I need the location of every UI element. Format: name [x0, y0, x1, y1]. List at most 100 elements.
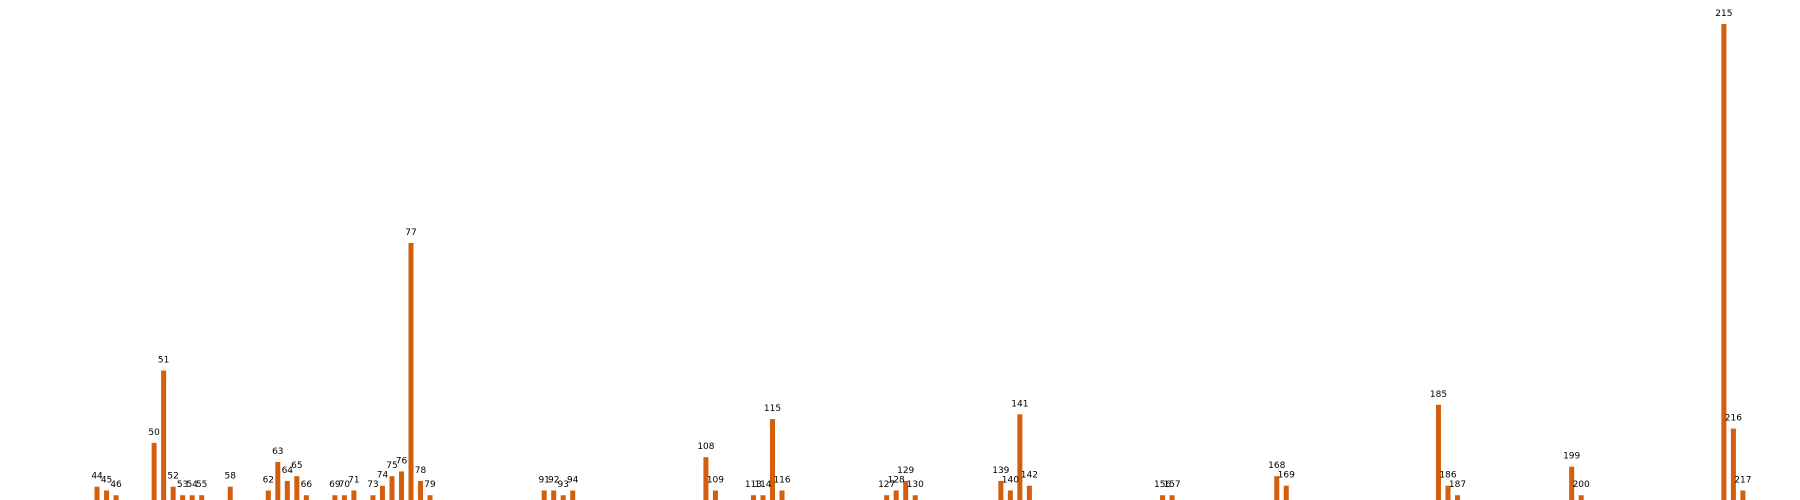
bar-label-140: 140 [1002, 475, 1019, 485]
bar-label-66: 66 [301, 480, 313, 490]
bar-55 [199, 495, 205, 500]
bar-58 [227, 486, 233, 500]
bar-114 [760, 495, 766, 500]
bar-140 [1007, 490, 1013, 500]
bar-label-63: 63 [272, 447, 283, 457]
bar-215 [1721, 24, 1727, 500]
bar-label-64: 64 [282, 466, 294, 476]
bar-label-186: 186 [1439, 471, 1456, 481]
bar-139 [998, 480, 1004, 500]
bar-217 [1740, 490, 1746, 500]
bar-53 [180, 495, 186, 500]
bar-75 [389, 476, 395, 500]
bar-62 [265, 490, 271, 500]
bar-label-115: 115 [764, 404, 781, 414]
bar-label-45: 45 [101, 475, 112, 485]
bar-128 [893, 490, 899, 500]
bar-label-114: 114 [754, 480, 771, 490]
bar-label-52: 52 [167, 472, 178, 482]
bar-79 [427, 495, 433, 500]
bar-label-139: 139 [992, 466, 1009, 476]
bar-label-62: 62 [263, 475, 274, 485]
bar-label-51: 51 [158, 356, 169, 366]
bar-label-74: 74 [377, 471, 389, 481]
bar-label-79: 79 [424, 480, 436, 490]
bar-64 [284, 480, 290, 500]
bar-label-128: 128 [888, 475, 905, 485]
bar-108 [703, 457, 709, 500]
bar-156 [1160, 495, 1166, 500]
bar-71 [351, 490, 357, 500]
bar-113 [750, 495, 756, 500]
bar-185 [1435, 404, 1441, 500]
bar-46 [113, 495, 119, 500]
bar-69 [332, 495, 338, 500]
bar-76 [398, 471, 404, 500]
bar-74 [379, 485, 385, 500]
bar-216 [1730, 428, 1736, 500]
bar-93 [560, 495, 566, 500]
bar-127 [884, 495, 890, 500]
bar-109 [712, 490, 718, 500]
bar-label-54: 54 [186, 480, 198, 490]
bar-label-73: 73 [367, 480, 378, 490]
bar-label-55: 55 [196, 480, 207, 490]
bar-label-185: 185 [1430, 390, 1447, 400]
bar-200 [1578, 495, 1584, 500]
bar-label-46: 46 [110, 480, 122, 490]
bar-label-94: 94 [567, 475, 579, 485]
bar-label-69: 69 [329, 480, 341, 490]
bar-label-71: 71 [348, 475, 359, 485]
bar-label-77: 77 [405, 228, 416, 238]
bar-54 [189, 495, 195, 500]
bar-label-50: 50 [148, 428, 160, 438]
bar-label-91: 91 [538, 475, 549, 485]
bar-label-44: 44 [91, 472, 103, 482]
bar-45 [104, 490, 110, 500]
bar-label-169: 169 [1278, 471, 1295, 481]
bar-70 [341, 495, 347, 500]
bar-73 [370, 495, 376, 500]
bar-77 [408, 242, 414, 500]
bars-layer [94, 24, 1746, 500]
bar-label-187: 187 [1449, 480, 1466, 490]
bar-label-130: 130 [907, 480, 924, 490]
bar-label-109: 109 [707, 475, 724, 485]
bar-label-157: 157 [1163, 480, 1180, 490]
bar-130 [912, 495, 918, 500]
bar-label-65: 65 [291, 461, 302, 471]
bar-44 [94, 486, 100, 500]
bar-label-216: 216 [1725, 414, 1742, 424]
bar-169 [1283, 485, 1289, 500]
bar-label-200: 200 [1573, 480, 1590, 490]
bar-141 [1017, 414, 1023, 500]
bar-label-129: 129 [897, 466, 914, 476]
bar-label-156: 156 [1154, 480, 1171, 490]
bar-label-116: 116 [773, 475, 790, 485]
bar-199 [1569, 466, 1575, 500]
bar-115 [770, 419, 776, 500]
bar-94 [570, 490, 576, 500]
bar-label-217: 217 [1734, 475, 1751, 485]
bar-label-75: 75 [386, 461, 397, 471]
bar-label-113: 113 [745, 480, 762, 490]
bar-label-92: 92 [548, 475, 559, 485]
bar-51 [161, 370, 167, 500]
bar-65 [294, 476, 300, 500]
bar-label-215: 215 [1715, 9, 1732, 19]
bar-50 [151, 442, 157, 500]
bar-187 [1455, 495, 1460, 500]
bar-63 [275, 461, 281, 500]
bar-116 [779, 490, 785, 500]
bar-label-142: 142 [1021, 471, 1038, 481]
bar-142 [1026, 485, 1032, 500]
bar-92 [551, 490, 557, 500]
bar-label-168: 168 [1268, 461, 1285, 471]
bar-91 [541, 490, 547, 500]
bar-186 [1445, 485, 1451, 500]
bar-168 [1274, 476, 1280, 500]
bar-66 [303, 495, 309, 500]
